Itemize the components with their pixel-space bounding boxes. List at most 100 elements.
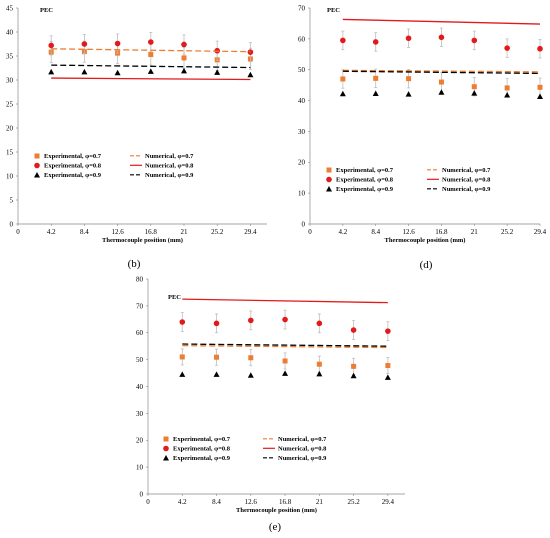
x-tick-label: 0 [16,228,20,236]
x-tick-label: 29.4 [382,498,395,506]
y-tick-label: 10 [136,464,144,472]
data-point [405,91,412,97]
legend-label: Experimental, φ=0.8 [336,177,394,184]
x-tick-label: 12.6 [245,498,258,506]
series-0 [340,68,543,98]
y-axis-title: PEC [327,7,340,14]
data-point [340,76,346,82]
y-tick-label: 5 [10,196,14,204]
data-point [504,85,510,91]
series-line [342,18,541,25]
data-point [406,76,412,82]
data-point [537,45,543,52]
x-tick-label: 4.2 [178,498,187,506]
series-2 [179,370,391,380]
data-point [114,69,121,76]
data-point [248,317,254,324]
x-tick-label: 25.2 [501,228,514,236]
series-3 [51,48,251,53]
series-0 [179,348,391,375]
y-tick-label: 70 [136,302,144,310]
legend-label: Experimental, φ=0.9 [44,172,102,179]
data-point [181,41,187,48]
data-point [438,89,445,95]
legend-marker [34,172,40,178]
legend: Experimental, φ=0.7 Experimental, φ=0.8 Ex… [34,153,194,179]
chart-panel-2: 0 10 20 30 40 50 60 70 80 0 4.2 8.4 12.6 16.8 21 25.2 29… [136,275,405,533]
data-point [372,90,379,96]
data-point [385,363,391,369]
legend-marker [326,186,332,192]
data-point [282,358,288,364]
panel-label: (e) [269,521,282,533]
data-point [385,328,391,334]
legend: Experimental, φ=0.7 Experimental, φ=0.8 Ex… [326,167,491,193]
panel-label: (b) [128,258,141,270]
x-tick-label: 8.4 [371,228,380,236]
legend-marker [34,153,40,159]
y-tick-label: 15 [6,148,14,156]
legend-marker [326,167,332,173]
legend-marker [163,455,169,461]
series-line [342,69,541,73]
data-point [248,355,254,361]
y-tick-label: 0 [302,220,306,228]
x-tick-label: 0 [308,228,312,236]
x-tick-label: 21 [181,228,189,236]
series-line [51,77,251,81]
y-tick-label: 80 [136,275,144,283]
data-point [148,39,154,45]
x-tick-label: 0 [146,498,150,506]
data-point [48,68,55,75]
series-4 [182,298,388,304]
series-4 [342,18,541,25]
data-point [316,370,323,377]
y-tick-label: 50 [298,66,306,74]
series-5 [182,343,388,347]
data-point [316,320,323,327]
data-point [181,67,187,74]
series-line [51,64,251,69]
data-point [384,374,391,380]
data-point [147,68,154,74]
data-point [148,52,154,58]
data-point [214,354,220,360]
legend-label: Experimental, φ=0.8 [44,163,102,170]
panel-label: (d) [420,259,433,271]
data-point [471,84,477,90]
x-tick-label: 16.8 [435,228,448,236]
x-tick-label: 21 [471,228,479,236]
series-1 [340,27,543,59]
y-tick-label: 30 [136,410,144,418]
x-tick-label: 29.4 [244,228,257,236]
y-tick-label: 45 [6,4,14,12]
y-tick-label: 60 [298,35,306,43]
y-tick-label: 40 [298,97,306,105]
legend-label: Experimental, φ=0.7 [173,436,231,443]
data-point [213,320,220,327]
data-point [537,84,543,90]
data-point [372,39,379,45]
series-line [182,345,388,349]
legend-marker [326,176,332,183]
x-tick-label: 25.2 [211,228,224,236]
data-point [373,75,379,81]
series-5 [51,64,251,69]
series-line [342,70,541,75]
y-tick-label: 30 [6,76,14,84]
y-tick-label: 70 [298,4,306,12]
chart-panel-0: 0 5 10 15 20 25 30 35 40 45 0 4.2 8.4 12.6 16.8 21 25.2 2… [6,4,267,270]
data-point [537,93,543,100]
y-tick-label: 60 [136,329,144,337]
legend-marker [34,162,40,169]
legend-label: Numerical, φ=0.8 [278,446,327,453]
series-4 [51,77,251,81]
series-line [182,343,388,347]
y-tick-label: 30 [298,128,306,136]
y-tick-label: 25 [6,100,14,108]
legend-label: Numerical, φ=0.9 [278,455,327,462]
series-1 [48,32,254,63]
x-tick-label: 8.4 [212,498,221,506]
data-point [438,34,445,41]
